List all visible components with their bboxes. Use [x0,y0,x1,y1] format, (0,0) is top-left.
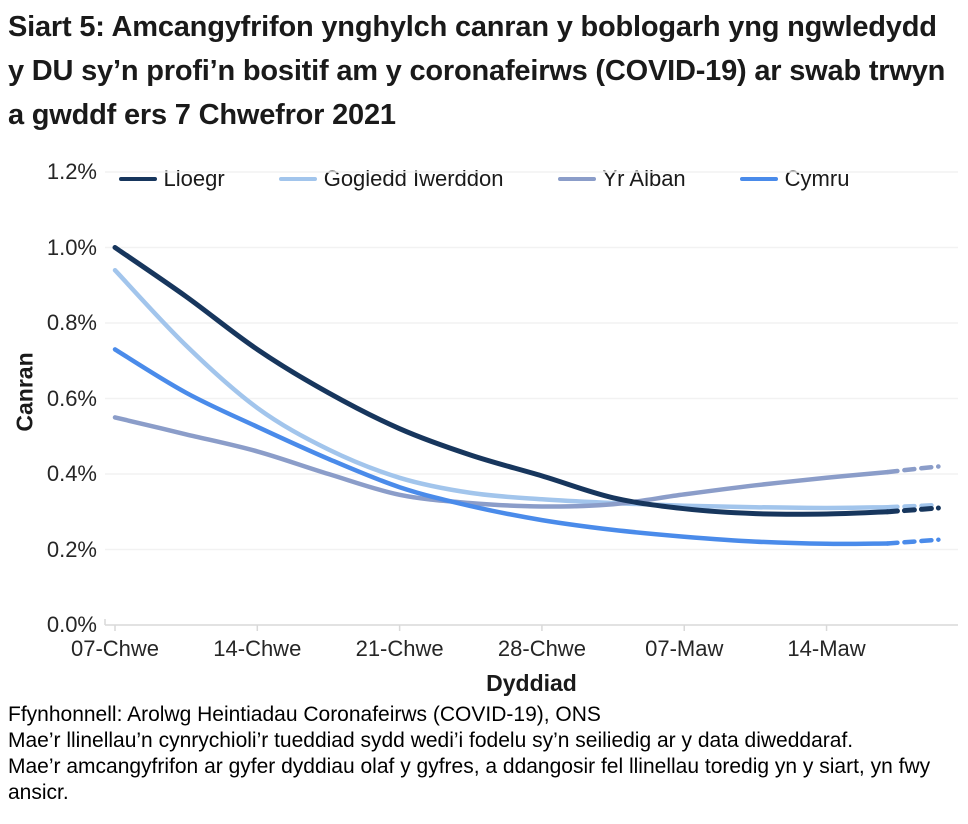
x-tick-label: 14-Maw [787,636,866,661]
y-tick-label: 1.2% [46,159,97,184]
series-line-yr-alban-dashed [885,464,941,475]
y-axis-title: Canran [11,352,38,432]
legend-line-swatch [557,177,596,181]
x-tick-label: 21-Chwe [355,636,444,661]
footer-notes: Ffynhonnell: Arolwg Heintiadau Coronafei… [8,702,960,806]
legend-label: Yr Alban [602,166,686,191]
legend-item-yr-alban: Yr Alban [557,166,686,192]
x-tick-label: 14-Chwe [213,636,302,661]
x-axis-title: Dyddiad [486,670,577,696]
legend-label: Lloegr [163,166,225,191]
x-tick-label: 07-Chwe [70,636,160,661]
legend-line-swatch [118,177,157,181]
legend-label: Gogledd Iwerddon [323,166,504,191]
series-line-lloegr [112,245,890,517]
y-tick-label: 0.6% [46,385,97,411]
x-tick-label: 28-Chwe [497,636,586,661]
legend: Lloegr Gogledd Iwerddon Yr Alban Cymru [0,166,968,192]
y-tick-label: 0.0% [46,612,97,637]
y-tick-label: 1.0% [46,234,97,260]
legend-item-gogledd-iwerddon: Gogledd Iwerddon [278,166,504,192]
series-line-lloegr-dashed [885,505,941,515]
y-tick-label: 0.8% [46,310,97,335]
series-line-cymru [112,347,890,547]
footer-source: Ffynhonnell: Arolwg Heintiadau Coronafei… [8,703,601,726]
page-title: Siart 5: Amcangyfrifon ynghylch canran y… [8,11,946,131]
legend-line-swatch [739,177,778,181]
legend-label: Cymru [784,166,850,191]
y-tick-label: 0.4% [46,461,97,486]
legend-item-cymru: Cymru [739,166,850,192]
footer-note-1: Mae’r llinellau’n cynrychioli’r tueddiad… [8,729,854,752]
plot-area [104,171,958,631]
series-line-gogledd-iwerddon-dashed [885,502,941,510]
series-line-yr-alban [112,415,890,509]
footer-note-2: Mae’r amcangyfrifon ar gyfer dyddiau ola… [8,755,931,804]
y-tick-label: 0.2% [46,536,97,562]
series-line-gogledd-iwerddon [112,267,890,511]
x-tick-label: 07-Maw [645,636,724,661]
series-line-cymru-dashed [885,537,941,546]
legend-line-swatch [278,177,317,181]
legend-item-lloegr: Lloegr [118,166,225,192]
